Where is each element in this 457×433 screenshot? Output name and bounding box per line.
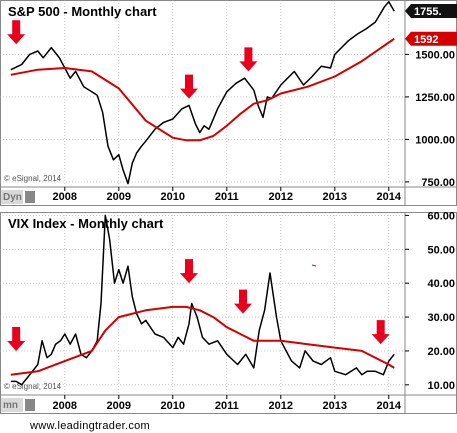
settings-icon: [25, 399, 35, 411]
corner-label-bg: [1, 190, 23, 204]
x-tick-label: 2011: [215, 400, 239, 412]
x-tick-label: 2008: [53, 400, 77, 412]
price-line: [10, 0, 395, 185]
y-tick-label: 20.00: [427, 346, 455, 358]
down-arrow-icon: [239, 47, 258, 72]
down-arrow-icon: [7, 326, 26, 351]
down-arrow-icon: [180, 259, 198, 284]
x-tick-label: 2011: [215, 191, 239, 203]
sp500-panel: 2008 2009 2010 2011 2012 2013 2014 1500.00 1250.…: [0, 0, 457, 206]
x-tick-label: 2012: [269, 191, 293, 203]
y-tick-label: 1500.00: [415, 49, 455, 61]
down-arrow-icon: [234, 289, 252, 314]
x-tick-label: 2010: [161, 400, 185, 412]
x-tick-label: 2013: [323, 191, 347, 203]
footer-url: www.leadingtrader.com: [29, 420, 150, 432]
vix-panel: 2008 2009 2010 2011 2012 2013 2014 60.00 50.00 40…: [0, 210, 457, 414]
panel-frame: [0, 0, 457, 206]
watermark: © eSignal, 2014: [4, 382, 62, 391]
watermark: © eSignal, 2014: [4, 174, 62, 183]
price-line: [10, 214, 395, 386]
y-tick-label: 60.00: [427, 210, 455, 222]
settings-icon: [25, 191, 35, 203]
last-value-label: 1592: [414, 34, 438, 46]
last-value-label: 1755.: [414, 6, 442, 18]
y-tick-label: 30.00: [427, 312, 455, 324]
corner-label: Dyn: [3, 192, 22, 203]
chart-title: VIX Index - Monthly chart: [8, 216, 164, 231]
down-arrow-icon: [371, 320, 390, 345]
last-value-badge: [405, 4, 457, 19]
corner-label: mn: [3, 400, 18, 411]
x-tick-label: 2012: [269, 400, 293, 412]
y-tick-label: 750.00: [421, 177, 455, 189]
y-tick-label: 1000.00: [415, 134, 455, 146]
chart-title: S&P 500 - Monthly chart: [8, 4, 157, 19]
y-tick-label: 10.00: [427, 380, 455, 392]
last-value-badge: [405, 31, 457, 46]
x-tick-label: 2014: [377, 400, 402, 412]
down-arrow-icon: [180, 74, 198, 99]
x-tick-label: 2010: [161, 191, 185, 203]
panel-frame: [0, 212, 457, 414]
x-tick-label: 2008: [53, 191, 77, 203]
corner-label-bg: [1, 398, 23, 412]
x-tick-label: 2013: [323, 400, 347, 412]
moving-average-line: [10, 305, 395, 376]
x-tick-label: 2014: [377, 191, 402, 203]
stray-mark: [311, 264, 317, 267]
x-tick-label: 2009: [107, 400, 131, 412]
y-tick-label: 40.00: [427, 278, 455, 290]
y-tick-label: 50.00: [427, 244, 455, 256]
x-tick-label: 2009: [107, 191, 131, 203]
moving-average-line: [10, 37, 395, 142]
y-tick-label: 1250.00: [415, 92, 455, 104]
down-arrow-icon: [7, 20, 26, 45]
